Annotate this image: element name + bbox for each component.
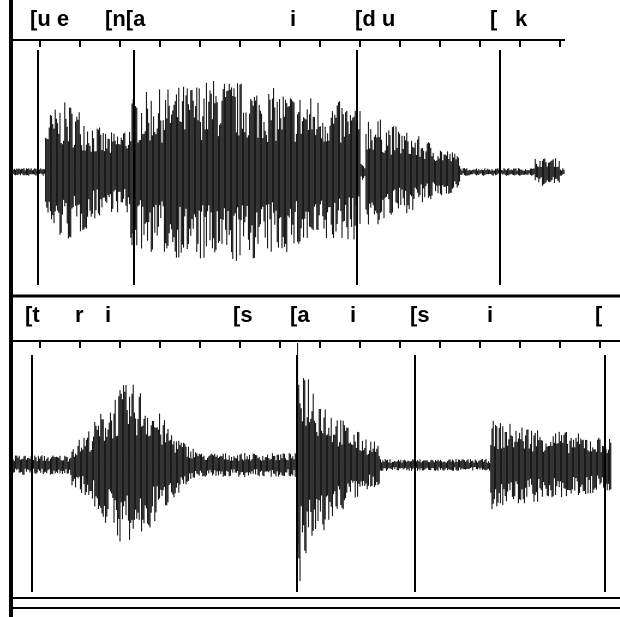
phone-label: [a [290,302,310,327]
waveform-figure: [u e[n[ai[d u[k[tri[s[ai[si[ [0,0,620,617]
phone-label: i [350,302,356,327]
phone-label: [t [25,302,40,327]
phone-label: [s [233,302,253,327]
background [0,0,620,617]
phone-label: [u e [30,6,69,31]
phone-label: [ [490,6,498,31]
phone-label: r [75,302,84,327]
phone-label: [s [410,302,430,327]
phone-label: [ [595,302,603,327]
page: [u e[n[ai[d u[k[tri[s[ai[si[ (() => { co… [0,0,620,617]
phone-label: [d u [355,6,395,31]
phone-label: k [515,6,528,31]
phone-label: i [290,6,296,31]
phone-label: i [105,302,111,327]
phone-label: i [487,302,493,327]
phone-label: [n[a [105,6,146,31]
